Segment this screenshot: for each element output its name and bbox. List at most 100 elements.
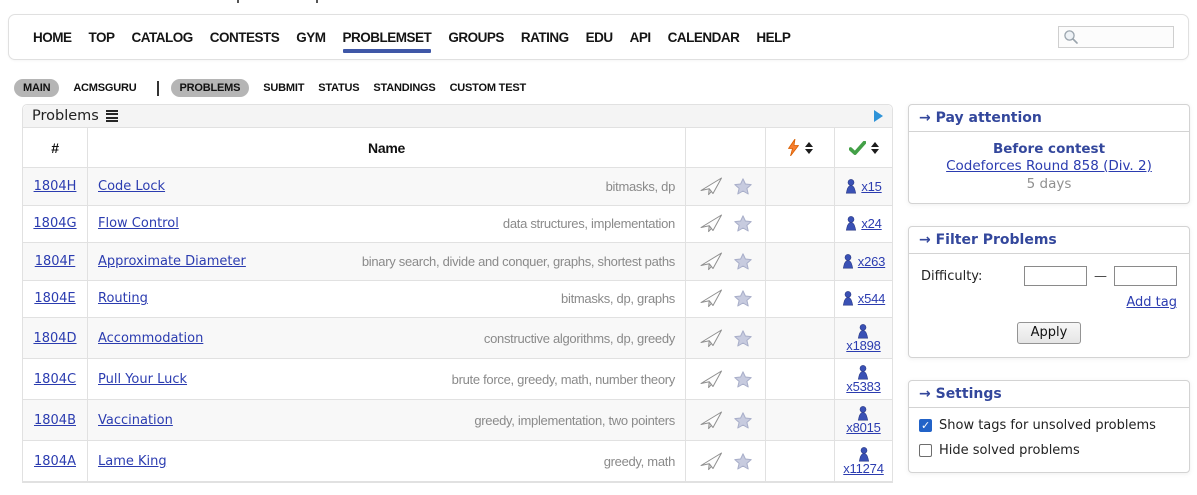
problem-name-link[interactable]: Vaccination [98, 412, 173, 428]
topnav-item[interactable]: PROBLEMSET [342, 24, 432, 53]
problem-difficulty-cell [766, 400, 835, 440]
problem-name-cell: Code Lock bitmasks, dp [88, 168, 686, 205]
topnav-item-label: TOP [88, 29, 116, 45]
difficulty-max-input[interactable] [1114, 266, 1177, 286]
problem-tags: brute force, greedy, math, number theory [451, 371, 676, 387]
sort-solved-icon[interactable] [870, 141, 879, 154]
topnav-item[interactable]: CONTESTS [210, 24, 280, 51]
add-tag-link[interactable]: Add tag [1126, 295, 1177, 310]
topnav-items: HOME TOP CATALOG CONTESTS GYM PROBLEMSET… [33, 24, 807, 53]
star-icon[interactable] [733, 411, 752, 429]
problem-id-cell: 1804C [23, 359, 88, 399]
problem-id-link[interactable]: 1804H [33, 178, 77, 194]
star-icon[interactable] [733, 370, 752, 388]
subnav-item[interactable]: ACMSGURU [73, 82, 137, 94]
list-icon[interactable] [105, 109, 118, 123]
topnav-item[interactable]: GYM [296, 24, 326, 51]
paper-plane-icon[interactable] [700, 329, 723, 348]
topnav-item[interactable]: RATING [521, 24, 569, 51]
subnav-item[interactable]: MAIN [14, 79, 60, 97]
problem-name-link[interactable]: Lame King [98, 453, 167, 469]
topnav-item[interactable]: API [630, 24, 652, 51]
solved-count-link[interactable]: x8015 [846, 420, 881, 435]
topnav-item-label: GROUPS [448, 29, 504, 45]
problem-tags: binary search, divide and conquer, graph… [361, 253, 675, 269]
search-box[interactable] [1058, 26, 1174, 48]
paper-plane-icon[interactable] [700, 452, 723, 471]
problem-tags: data structures, implementation [502, 216, 675, 232]
col-difficulty-header[interactable] [766, 128, 835, 167]
subnav-item[interactable]: CUSTOM TEST [449, 82, 527, 94]
difficulty-min-input[interactable] [1024, 266, 1087, 286]
star-icon[interactable] [733, 329, 752, 347]
col-name-header: Name [88, 128, 686, 167]
settings-options: Show tags for unsolved problems Hide sol… [909, 408, 1189, 472]
subnav-item[interactable]: SUBMIT [263, 82, 305, 94]
paper-plane-icon[interactable] [700, 411, 723, 430]
solved-count-link[interactable]: x544 [857, 291, 886, 307]
solved-count-link[interactable]: x24 [861, 216, 882, 232]
problem-name-link[interactable]: Flow Control [98, 216, 179, 232]
main-navbar: HOME TOP CATALOG CONTESTS GYM PROBLEMSET… [8, 14, 1189, 60]
problem-id-link[interactable]: 1804E [34, 291, 76, 307]
problem-id-link[interactable]: 1804A [34, 453, 76, 469]
problem-id-link[interactable]: 1804D [33, 330, 77, 346]
problem-difficulty-cell [766, 359, 835, 399]
subnav-item[interactable]: PROBLEMS [170, 79, 250, 97]
topnav-item[interactable]: EDU [586, 24, 614, 51]
solved-count-link[interactable]: x1898 [846, 338, 881, 353]
star-icon[interactable] [733, 452, 752, 470]
col-solved-header[interactable] [835, 128, 892, 167]
settings-box: → Settings Show tags for unsolved proble… [908, 380, 1190, 473]
topnav-item[interactable]: HOME [33, 24, 72, 51]
problem-name-link[interactable]: Approximate Diameter [98, 253, 246, 269]
problem-name-link[interactable]: Accommodation [98, 330, 204, 346]
problem-id-link[interactable]: 1804B [33, 412, 76, 428]
person-icon [858, 406, 869, 421]
problem-id-link[interactable]: 1804C [33, 371, 77, 387]
problem-name-link[interactable]: Routing [98, 291, 148, 307]
search-input[interactable] [1079, 30, 1169, 44]
topnav-item[interactable]: CALENDAR [668, 24, 740, 51]
col-number-header: # [23, 128, 88, 167]
topnav-item[interactable]: GROUPS [448, 24, 504, 51]
person-icon [858, 365, 869, 380]
problem-id-cell: 1804A [23, 441, 88, 481]
problem-difficulty-cell [766, 168, 835, 205]
topnav-item[interactable]: HELP [756, 24, 791, 51]
paper-plane-icon[interactable] [700, 214, 723, 233]
checkbox[interactable] [919, 444, 932, 457]
solved-count-link[interactable]: x263 [857, 253, 886, 269]
sort-difficulty-icon[interactable] [805, 141, 813, 154]
table-rows: 1804H Code Lock bitmasks, dp x15 [23, 168, 892, 482]
subnav-item[interactable]: STANDINGS [373, 82, 436, 94]
apply-button[interactable]: Apply [1016, 322, 1082, 344]
topnav-item[interactable]: TOP [88, 24, 116, 51]
problem-difficulty-cell [766, 318, 835, 358]
problem-difficulty-cell [766, 280, 835, 317]
topnav-item[interactable]: CATALOG [132, 24, 194, 51]
paper-plane-icon[interactable] [700, 370, 723, 389]
star-icon[interactable] [733, 178, 752, 195]
problem-name-link[interactable]: Code Lock [98, 178, 166, 194]
problem-id-link[interactable]: 1804F [34, 253, 76, 269]
problem-name-cell: Flow Control data structures, implementa… [88, 205, 686, 242]
play-icon[interactable] [874, 110, 883, 122]
problem-solved-cell: x544 [835, 281, 892, 318]
solved-count-link[interactable]: x15 [861, 178, 882, 194]
checkbox[interactable] [919, 419, 932, 432]
solved-count-link[interactable]: x5383 [846, 379, 881, 394]
star-icon[interactable] [733, 290, 752, 307]
paper-plane-icon[interactable] [700, 177, 723, 196]
contest-link[interactable]: Codeforces Round 858 (Div. 2) [946, 158, 1152, 174]
solved-count-link[interactable]: x11274 [843, 461, 884, 476]
paper-plane-icon[interactable] [700, 289, 723, 308]
paper-plane-icon[interactable] [700, 252, 723, 271]
star-icon[interactable] [733, 215, 752, 232]
star-icon[interactable] [733, 253, 752, 270]
subnav-item[interactable]: STATUS [318, 82, 360, 94]
problem-name-link[interactable]: Pull Your Luck [98, 371, 188, 387]
problem-id-link[interactable]: 1804G [33, 216, 77, 232]
problem-difficulty-cell [766, 441, 835, 481]
table-row: 1804G Flow Control data structures, impl… [23, 205, 892, 243]
